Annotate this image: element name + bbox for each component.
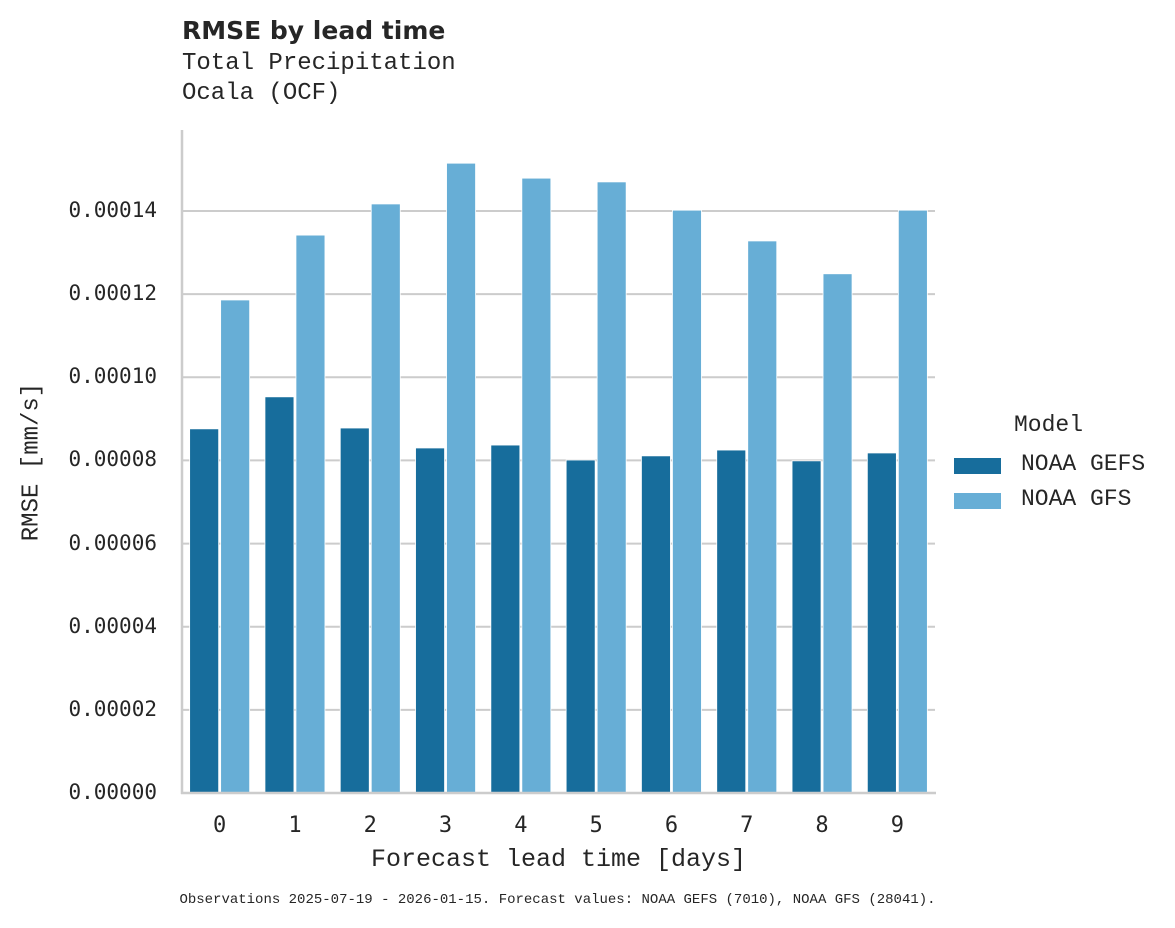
bar-gefs: [716, 449, 747, 794]
bar-gefs: [339, 427, 370, 794]
legend-title: Model: [1014, 412, 1084, 438]
bar-gfs: [596, 181, 627, 794]
bar-gfs: [747, 240, 778, 794]
chart-subtitle-location: Ocala (OCF): [182, 80, 341, 107]
bar-gfs: [295, 234, 326, 794]
bar-gfs: [672, 209, 702, 794]
bar-gfs: [220, 299, 251, 794]
legend-label-gfs: NOAA GFS: [1021, 486, 1132, 512]
y-tick-label: 0.00006: [68, 530, 157, 555]
x-tick-label: 2: [363, 813, 377, 838]
bar-gefs: [415, 447, 445, 794]
x-tick-label: 8: [815, 813, 829, 838]
bar-gfs: [370, 203, 401, 794]
bar-gfs: [446, 162, 476, 794]
legend-swatch-gfs-icon: [954, 493, 1001, 509]
x-tick-label: 5: [589, 813, 603, 838]
chart-title: RMSE by lead time: [182, 16, 446, 45]
y-tick-label: 0.00000: [68, 780, 157, 804]
bar-gefs: [565, 459, 596, 794]
x-tick-label: 6: [664, 813, 679, 838]
y-tick-label: 0.00008: [68, 447, 157, 472]
legend-swatch-gefs-icon: [954, 458, 1001, 474]
bar-gfs: [897, 209, 928, 794]
bar-gefs: [866, 452, 897, 794]
y-tick-label: 0.00004: [68, 613, 157, 638]
x-axis-label: Forecast lead time [days]: [370, 845, 747, 874]
bar-gefs: [490, 444, 521, 794]
x-tick-label: 7: [740, 813, 754, 838]
bar-gfs: [521, 177, 552, 794]
bar-gefs: [791, 460, 822, 794]
x-tick-label: 1: [288, 813, 302, 838]
y-tick-label: 0.00002: [68, 696, 157, 721]
bar-gefs: [189, 428, 220, 794]
bar-gfs: [822, 273, 853, 794]
x-tick-label: 4: [514, 813, 528, 838]
legend-label-gefs: NOAA GEFS: [1021, 451, 1146, 477]
x-tick-label: 0: [213, 813, 227, 838]
x-tick-label: 9: [890, 813, 904, 838]
footnote: Observations 2025-07-19 - 2026-01-15. Fo…: [179, 892, 936, 908]
bar-gefs: [264, 396, 295, 794]
y-tick-label: 0.00012: [68, 281, 157, 306]
y-tick-label: 0.00014: [68, 198, 157, 222]
bar-gefs: [641, 455, 671, 794]
y-axis-label: RMSE [mm/s]: [18, 382, 46, 542]
y-tick-label: 0.00010: [68, 364, 157, 389]
x-tick-label: 3: [438, 813, 453, 838]
chart-subtitle-variable: Total Precipitation: [182, 50, 456, 77]
